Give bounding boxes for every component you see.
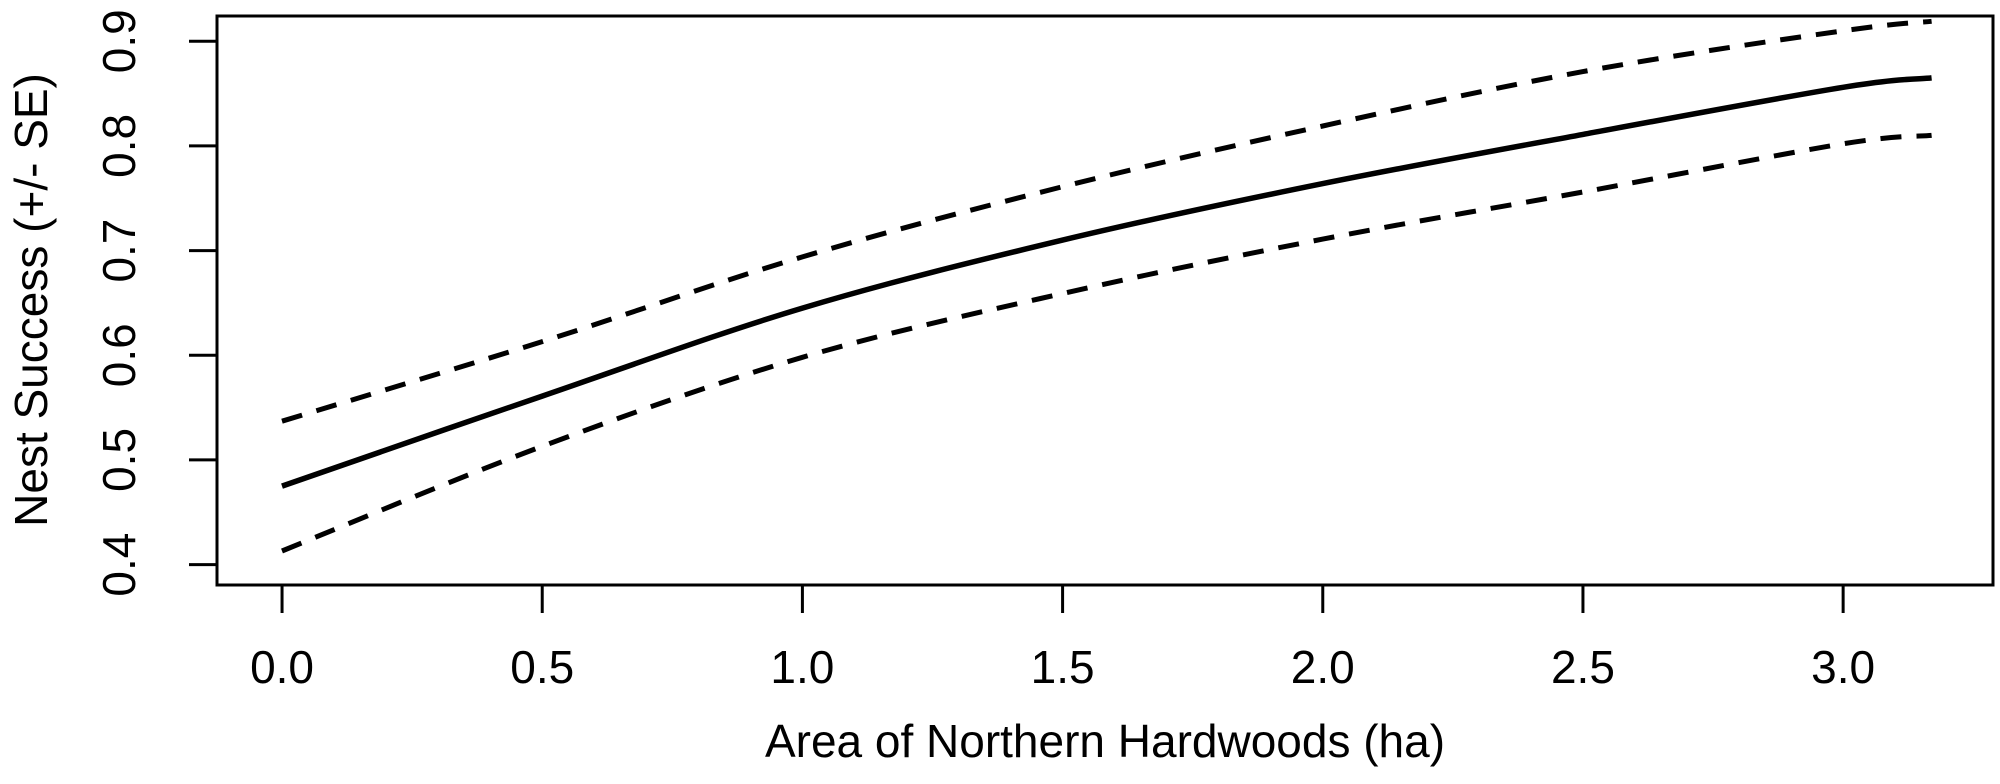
y-axis-title: Nest Success (+/- SE) — [5, 73, 57, 527]
x-tick-label: 1.0 — [770, 641, 834, 693]
x-tick-label: 1.5 — [1031, 641, 1095, 693]
x-axis-title: Area of Northern Hardwoods (ha) — [765, 715, 1445, 767]
y-tick-label: 0.9 — [93, 9, 145, 73]
y-axis-ticks: 0.4 0.5 0.6 0.7 0.8 0.9 — [93, 9, 217, 597]
x-tick-label: 0.0 — [250, 641, 314, 693]
x-tick-label: 3.0 — [1811, 641, 1875, 693]
curve-lines — [281, 18, 1932, 554]
x-tick-label: 2.5 — [1551, 641, 1615, 693]
predicted-nest-success-line — [281, 75, 1932, 489]
y-tick-label: 0.6 — [93, 323, 145, 387]
upper-se-bound-line — [281, 18, 1932, 424]
x-tick-label: 0.5 — [510, 641, 574, 693]
x-axis-ticks: 0.0 0.5 1.0 1.5 2.0 2.5 3.0 — [250, 585, 1875, 693]
x-tick-label: 2.0 — [1291, 641, 1355, 693]
plot-border — [215, 14, 1995, 587]
y-tick-label: 0.4 — [93, 533, 145, 597]
y-tick-label: 0.5 — [93, 428, 145, 492]
y-tick-label: 0.8 — [93, 114, 145, 178]
y-tick-label: 0.7 — [93, 219, 145, 283]
lower-se-bound-line — [281, 132, 1932, 554]
